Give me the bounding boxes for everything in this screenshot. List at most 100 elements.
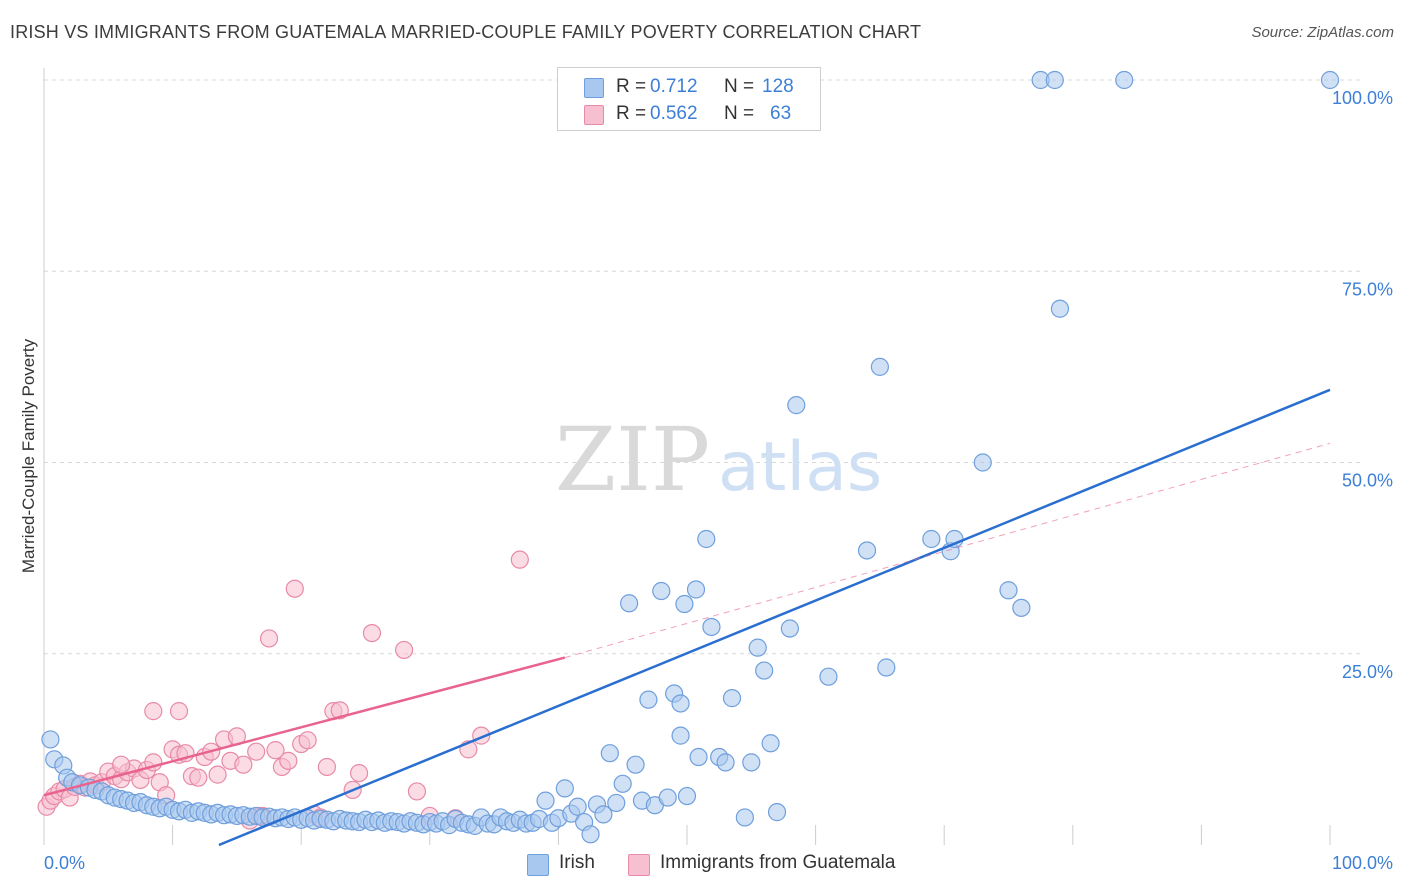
y-tick-label: 25.0%	[1342, 662, 1393, 682]
irish-point	[613, 774, 632, 793]
irish-point	[870, 357, 890, 376]
legend-r-label: R =	[616, 103, 647, 124]
irish-point	[761, 734, 780, 753]
y-tick-label: 100.0%	[1332, 88, 1393, 108]
irish-point	[1045, 70, 1064, 90]
guatemala-point	[259, 629, 279, 648]
irish-point	[767, 803, 787, 822]
irish-point	[973, 453, 992, 472]
legend-n-label: N =	[724, 76, 755, 97]
y-axis-label: Married-Couple Family Poverty	[19, 338, 38, 573]
trend-lines	[43, 388, 1331, 847]
irish-point	[819, 667, 838, 686]
legend-swatch-irish	[584, 78, 604, 98]
series-guatemala-points	[37, 550, 529, 830]
irish-point	[702, 617, 721, 637]
legend-r-value-guatemala: 0.562	[650, 103, 698, 124]
legend-row-irish: R = 0.712 N = 128	[558, 75, 820, 101]
legend-n-value-irish: 128	[762, 76, 794, 97]
guatemala-point	[285, 579, 304, 598]
x-tick-label: 0.0%	[44, 853, 85, 873]
irish-point	[607, 793, 626, 813]
irish-point	[671, 694, 690, 713]
legend-n-value-guatemala: 63	[770, 103, 792, 124]
guatemala-point	[317, 757, 337, 777]
bottom-legend-label-irish: Irish	[559, 852, 595, 873]
irish-point	[755, 661, 774, 680]
irish-point	[735, 808, 754, 827]
irish-point	[686, 580, 706, 599]
irish-point	[1115, 70, 1134, 90]
correlation-legend: R = 0.712 N = 128 R = 0.562 N = 63	[557, 67, 821, 131]
x-tick-label: 100.0%	[1332, 853, 1393, 873]
legend-r-label: R =	[616, 76, 647, 97]
chart-title: IRISH VS IMMIGRANTS FROM GUATEMALA MARRI…	[10, 22, 922, 42]
y-tick-label: 50.0%	[1342, 471, 1393, 491]
guatemala-point	[407, 782, 427, 801]
irish-point	[41, 730, 60, 749]
y-tick-label: 75.0%	[1342, 279, 1393, 299]
guatemala-point	[247, 742, 266, 761]
irish-point	[716, 753, 735, 772]
irish-point	[787, 396, 806, 415]
guatemala-point	[349, 763, 369, 783]
guatemala-point	[330, 701, 349, 720]
irish-point	[922, 529, 941, 549]
watermark: ZIP atlas	[555, 408, 882, 511]
irish-point	[639, 690, 658, 709]
irish-point	[675, 594, 694, 614]
guatemala-point	[266, 741, 285, 760]
watermark-atlas: atlas	[718, 428, 882, 507]
irish-point	[689, 747, 708, 767]
irish-point	[594, 805, 613, 824]
legend-row-guatemala: R = 0.562 N = 63	[558, 102, 820, 128]
legend-r-value-irish: 0.712	[650, 76, 698, 97]
guatemala-point	[169, 702, 189, 721]
irish-point	[626, 755, 645, 774]
irish-point	[581, 825, 600, 844]
source-credit: Source: ZipAtlas.com	[1251, 24, 1394, 41]
guatemala-point	[112, 755, 131, 774]
irish-point	[671, 726, 690, 745]
guatemala-point	[298, 731, 317, 750]
irish-point	[568, 797, 587, 816]
irish-point	[652, 581, 671, 601]
irish-point	[780, 619, 799, 638]
guatemala-point	[279, 751, 298, 770]
guatemala-point	[510, 550, 529, 569]
irish-point	[555, 779, 574, 798]
irish-point	[536, 791, 555, 810]
trend-line-guatemala	[564, 442, 1331, 659]
irish-point	[742, 753, 761, 772]
irish-point	[697, 529, 716, 549]
series-irish-points	[41, 70, 1340, 844]
guatemala-point	[234, 755, 253, 774]
legend-swatch-guatemala	[584, 105, 604, 125]
irish-point	[600, 744, 619, 763]
trend-line-irish	[218, 388, 1331, 847]
bottom-legend-swatch-irish	[527, 854, 549, 876]
trend-line-guatemala	[43, 656, 566, 797]
tick-labels: 100.0% 75.0% 50.0% 25.0% 0.0% 100.0%	[44, 88, 1393, 873]
irish-point	[658, 788, 677, 807]
irish-point	[620, 594, 639, 613]
irish-point	[677, 786, 697, 806]
guatemala-point	[144, 702, 163, 721]
bottom-legend-swatch-guatemala	[628, 854, 650, 876]
guatemala-point	[394, 640, 414, 660]
irish-point	[1012, 598, 1031, 617]
irish-point	[999, 581, 1018, 600]
irish-point	[877, 658, 896, 677]
guatemala-point	[208, 765, 227, 784]
irish-point	[748, 638, 767, 657]
legend-n-label: N =	[724, 103, 755, 124]
irish-point	[1320, 70, 1340, 90]
guatemala-point	[189, 768, 208, 787]
irish-point	[722, 689, 742, 708]
irish-point	[857, 541, 877, 560]
irish-point	[1050, 299, 1070, 318]
guatemala-point	[362, 623, 382, 643]
watermark-zip: ZIP	[555, 408, 710, 511]
bottom-legend-label-guatemala: Immigrants from Guatemala	[660, 852, 896, 873]
